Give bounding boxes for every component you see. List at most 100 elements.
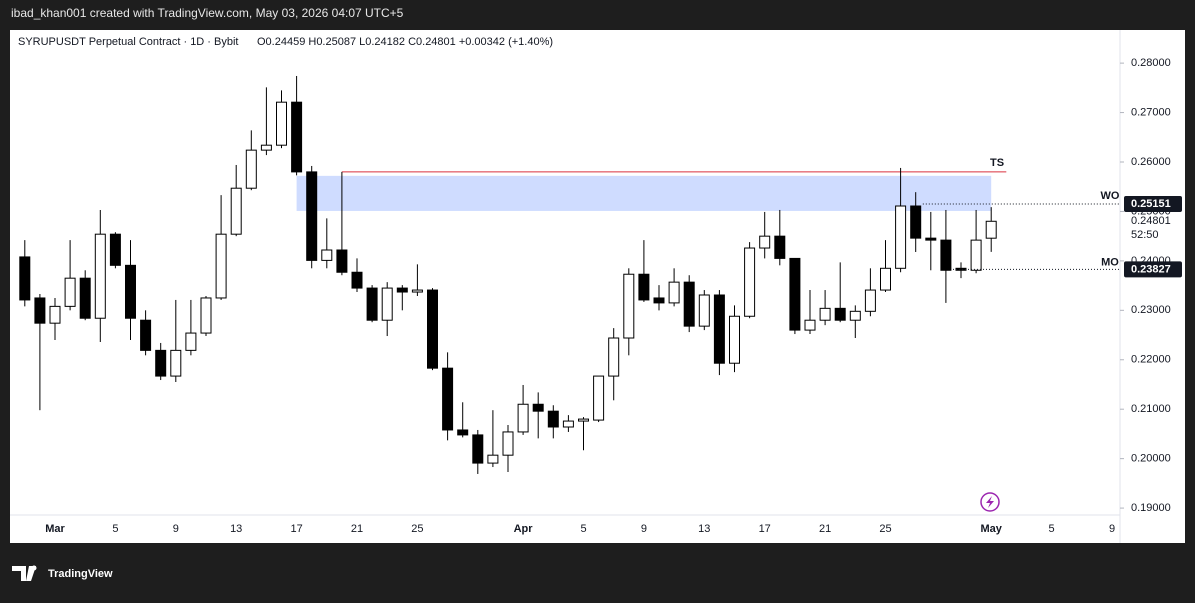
mo-label: MO: [1101, 256, 1119, 268]
chart-panel: [10, 30, 1185, 543]
y-tick-label: 0.23000: [1131, 304, 1171, 316]
candle-body: [140, 319, 152, 351]
candle-body: [578, 418, 589, 422]
y-tick-label: 0.27000: [1131, 106, 1171, 118]
symbol: SYRUPUSDT Perpetual Contract · 1D · Bybi…: [18, 36, 238, 48]
candle-body: [49, 305, 61, 324]
candle-body: [789, 257, 801, 331]
candle-body: [759, 235, 771, 249]
candle-body: [502, 431, 514, 456]
lightning-icon[interactable]: [980, 492, 1000, 512]
brand: TradingView: [48, 568, 113, 580]
y-tick-label: 0.22000: [1131, 354, 1171, 366]
candle-body: [200, 297, 212, 334]
candle-body: [683, 281, 695, 327]
candle-body: [411, 289, 423, 293]
candle-body: [910, 205, 922, 239]
x-tick-label: 13: [698, 523, 710, 535]
x-tick-label: 13: [230, 523, 242, 535]
candle-body: [849, 310, 861, 321]
y-tick-label: 0.21000: [1131, 403, 1171, 415]
logo-mark: [12, 566, 36, 581]
x-tick-label: Apr: [514, 523, 534, 535]
candle-body: [276, 101, 287, 146]
candle-body: [653, 297, 665, 304]
candle-body: [970, 239, 982, 271]
candle-body: [457, 429, 469, 436]
candle-body: [291, 101, 303, 173]
x-tick-label: 21: [351, 523, 363, 535]
candle-body: [109, 233, 121, 266]
wo-label: WO: [1101, 190, 1120, 202]
legend-values: O0.24459 H0.25087 L0.24182 C0.24801 +0.0…: [257, 36, 553, 48]
candle-body: [366, 287, 378, 321]
candle-body: [336, 249, 348, 273]
supply-zone: [296, 175, 992, 211]
x-tick-label: 9: [1109, 523, 1115, 535]
candle-body: [638, 273, 650, 301]
wo-price-tag: [1124, 195, 1182, 212]
countdown: 52:50: [1131, 229, 1159, 241]
candle-body: [487, 454, 499, 464]
candle-body: [744, 247, 756, 317]
candle-body: [713, 294, 725, 364]
candle-body: [215, 233, 227, 299]
icon-circle[interactable]: [980, 492, 1000, 512]
y-tick-label: 0.19000: [1131, 502, 1171, 514]
candle-body: [834, 307, 846, 321]
candle-body: [698, 294, 710, 327]
x-tick-label: 5: [112, 523, 118, 535]
candle-body: [925, 237, 937, 241]
candle-body: [608, 337, 620, 377]
credit: ibad_khan001 created with TradingView.co…: [11, 6, 404, 20]
ts-label: TS: [990, 157, 1004, 169]
candle-body: [517, 403, 529, 433]
mo-price-tag: [1124, 261, 1182, 278]
mo-price: 0.23827: [1131, 263, 1171, 275]
icon-bolt[interactable]: [986, 496, 994, 508]
x-tick-label: 9: [173, 523, 179, 535]
x-tick-label: 5: [580, 523, 586, 535]
candle-body: [245, 149, 257, 189]
candle-body: [532, 403, 544, 412]
candle-body: [955, 267, 967, 271]
x-tick-label: May: [980, 523, 1002, 535]
candle-body: [381, 287, 393, 321]
y-tick-label: 0.20000: [1131, 453, 1171, 465]
candle-body: [125, 264, 136, 319]
candle-body: [985, 220, 997, 239]
candle-body: [819, 307, 831, 321]
candle-body: [895, 205, 907, 269]
x-tick-label: Mar: [45, 523, 65, 535]
candle-body: [19, 256, 31, 301]
candle-body: [472, 434, 484, 464]
candle-body: [94, 233, 106, 319]
x-tick-label: 25: [879, 523, 891, 535]
x-tick-label: 5: [1049, 523, 1055, 535]
candle-body: [306, 171, 318, 261]
candle-body: [155, 349, 167, 377]
x-tick-label: 17: [759, 523, 771, 535]
candle-body: [170, 349, 182, 377]
candle-body: [774, 235, 786, 259]
candle-body: [79, 277, 91, 319]
y-tick-label: 0.26000: [1131, 156, 1171, 168]
candle-body: [593, 375, 605, 421]
last-price: 0.24801: [1131, 215, 1171, 227]
candle-body: [185, 332, 197, 351]
candle-body: [668, 281, 680, 304]
candle-body: [34, 297, 46, 324]
candle-body: [804, 319, 816, 331]
x-tick-label: 25: [411, 523, 423, 535]
x-tick-label: 21: [819, 523, 831, 535]
candle-body: [260, 144, 272, 151]
candle-body: [321, 249, 333, 261]
candle-body: [880, 267, 891, 291]
x-tick-label: 9: [641, 523, 647, 535]
candle-body: [940, 239, 952, 271]
candle-body: [623, 273, 635, 339]
y-tick-label: 0.28000: [1131, 57, 1171, 69]
candle-body: [64, 277, 76, 307]
wo-price: 0.25151: [1131, 198, 1171, 210]
